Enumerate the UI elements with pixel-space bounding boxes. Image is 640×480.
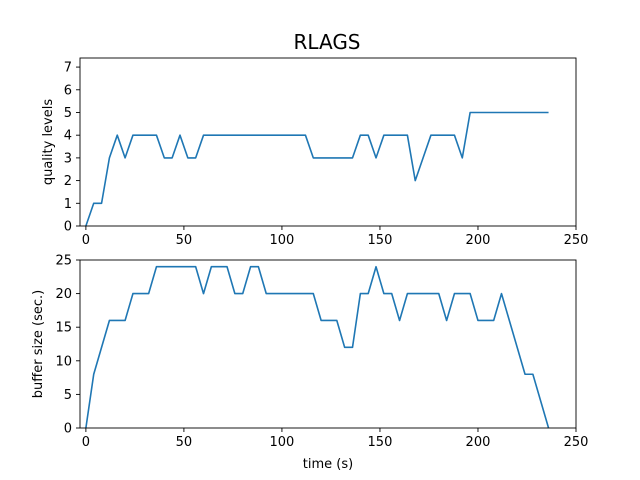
- quality-y-tick-label: 5: [64, 106, 72, 121]
- chart-title: RLAGS: [293, 30, 360, 54]
- quality-x-tick-label: 150: [368, 233, 393, 248]
- quality-y-tick-label: 6: [64, 83, 72, 98]
- buffer-axes-frame: [79, 259, 577, 429]
- quality-x-tick-label: 50: [176, 233, 193, 248]
- quality-x-tick-label: 100: [270, 233, 295, 248]
- quality-plot: 0 50 100 150 200 250 0 1 2 3 4 5 6 7 quality levels: [41, 57, 589, 248]
- quality-y-tick-label: 0: [64, 220, 72, 235]
- quality-y-tick-label: 2: [64, 174, 72, 189]
- buffer-x-tick-label: 50: [176, 435, 193, 450]
- buffer-y-tick-label: 25: [55, 254, 72, 269]
- quality-x-tick-label: 0: [82, 233, 90, 248]
- buffer-x-tick-label: 250: [564, 435, 589, 450]
- buffer-x-tick-label: 0: [82, 435, 90, 450]
- buffer-y-tick-label: 5: [64, 388, 72, 403]
- buffer-y-axis-label: buffer size (sec.): [31, 290, 46, 398]
- buffer-x-tick-label: 200: [466, 435, 491, 450]
- buffer-series-line: [85, 265, 550, 429]
- quality-y-tick-label: 7: [64, 61, 72, 76]
- quality-y-tick-label: 1: [64, 197, 72, 212]
- quality-x-tick-label: 200: [466, 233, 491, 248]
- quality-axes-frame: [79, 57, 577, 227]
- buffer-y-tick-label: 15: [55, 321, 72, 336]
- buffer-x-tick-label: 100: [270, 435, 295, 450]
- quality-y-axis-label: quality levels: [41, 99, 56, 186]
- quality-x-tick-label: 250: [564, 233, 589, 248]
- buffer-x-axis-label: time (s): [303, 457, 353, 472]
- quality-y-tick-label: 3: [64, 151, 72, 166]
- buffer-y-tick-label: 0: [64, 422, 72, 437]
- buffer-y-tick-label: 10: [55, 354, 72, 369]
- buffer-y-tick-label: 20: [55, 287, 72, 302]
- quality-series-line: [85, 111, 549, 227]
- quality-y-tick-label: 4: [64, 129, 72, 144]
- buffer-plot: 0 50 100 150 200 250 0 5 10 15 20 25 buffer size (se…: [31, 254, 588, 473]
- buffer-x-tick-label: 150: [368, 435, 393, 450]
